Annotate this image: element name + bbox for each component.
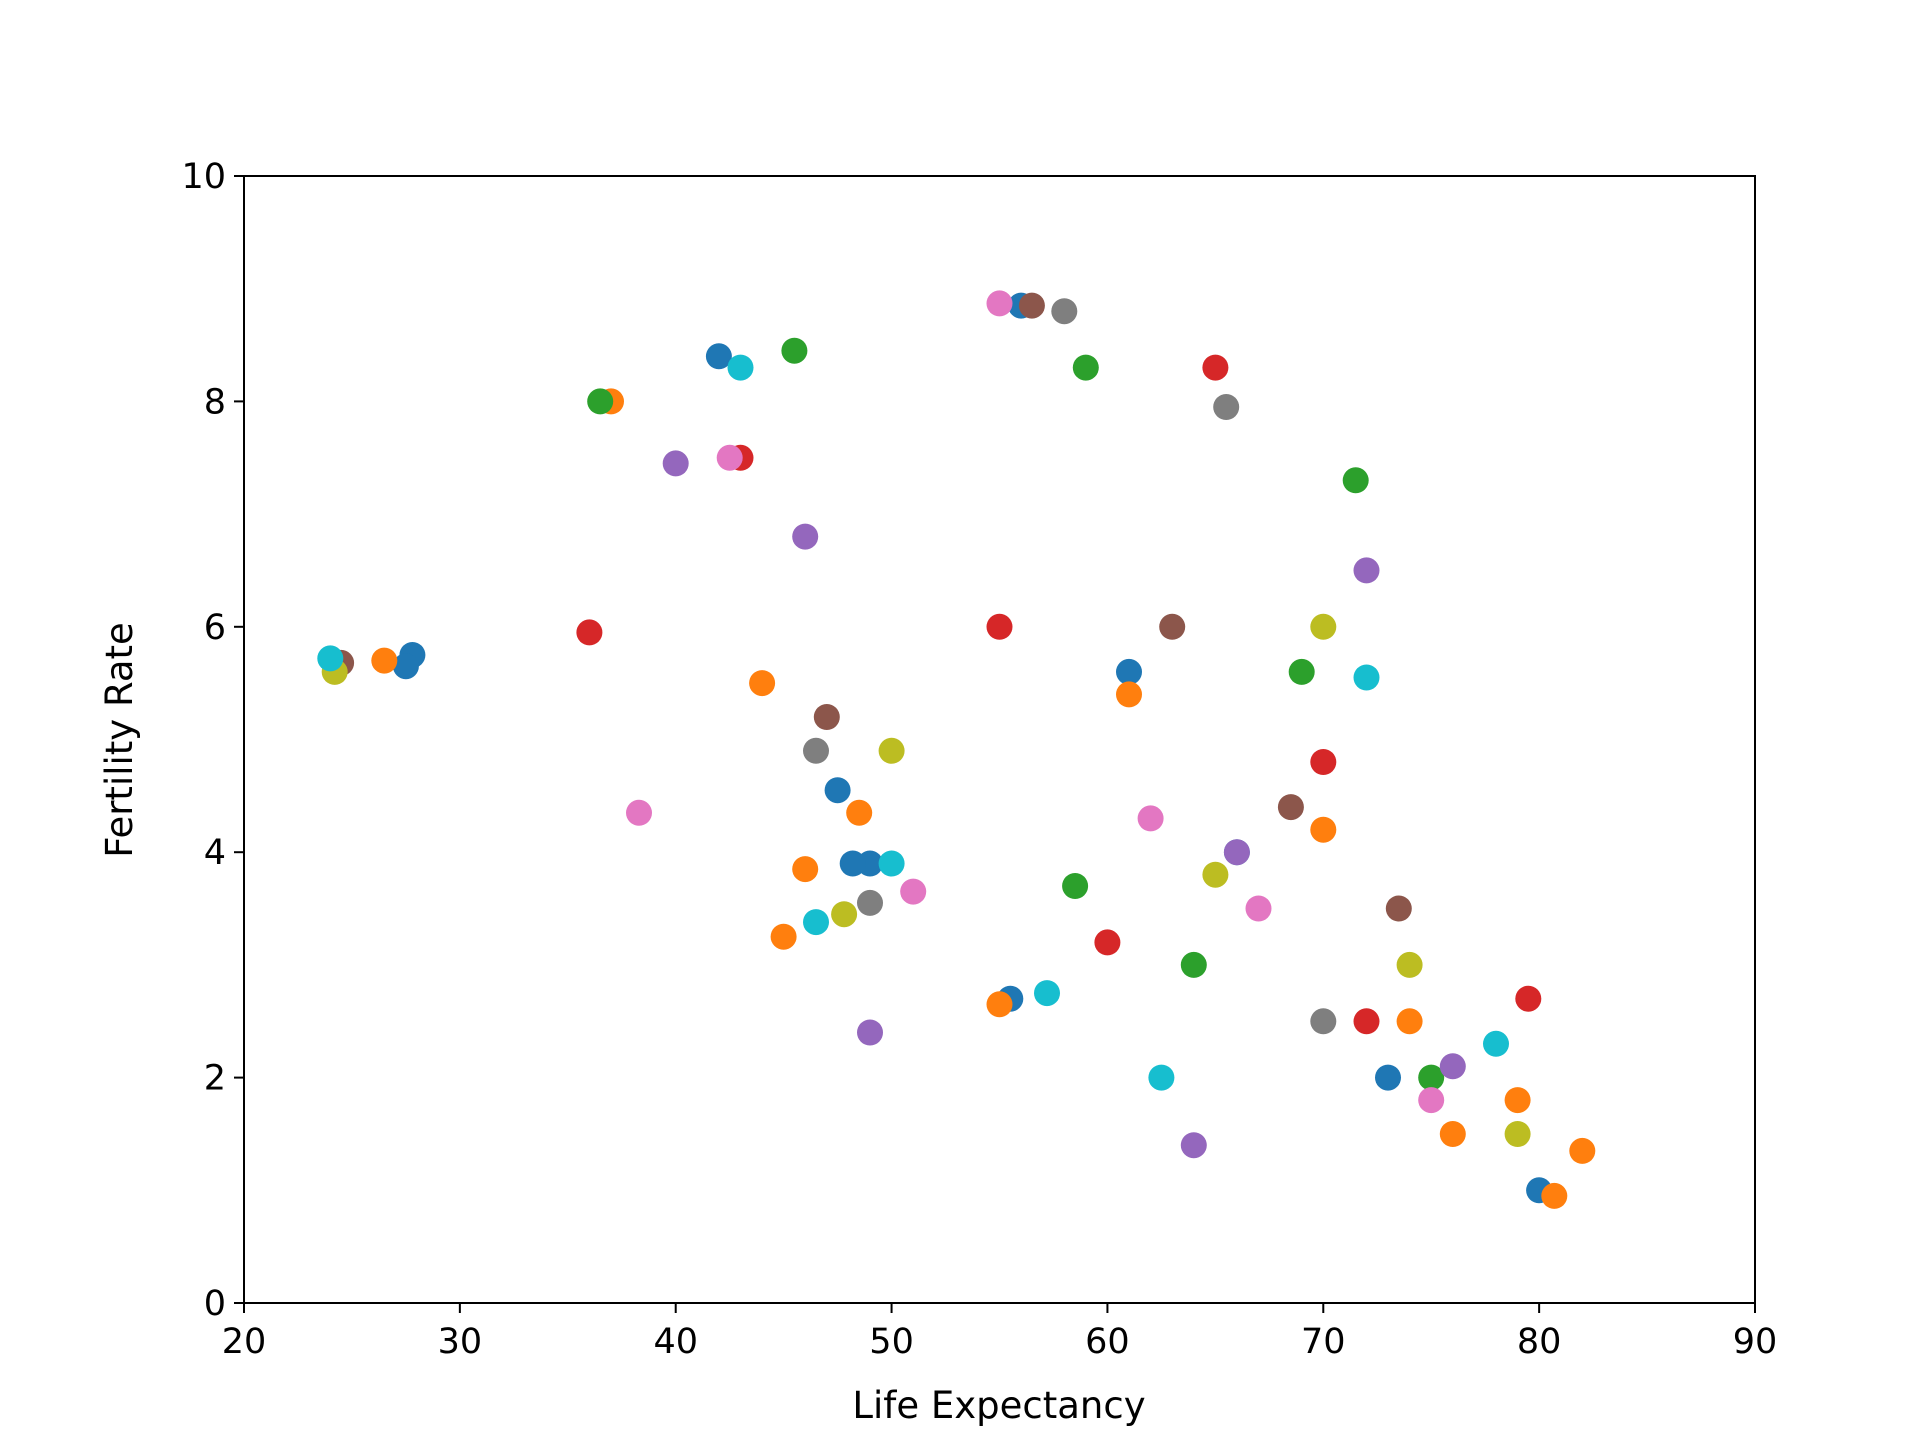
scatter-point [1288, 658, 1315, 685]
y-tick-label: 6 [204, 608, 226, 648]
y-tick-label: 10 [181, 157, 226, 197]
scatter-point [813, 704, 840, 730]
scatter-point [803, 737, 829, 764]
scatter-point [1353, 1008, 1380, 1035]
scatter-point [392, 653, 419, 680]
scatter-point [1310, 1008, 1337, 1035]
scatter-point [749, 670, 776, 697]
scatter-point [1385, 895, 1412, 922]
scatter-point [1018, 292, 1045, 319]
scatter-point [1148, 1064, 1175, 1091]
points-layer [317, 290, 1596, 1209]
x-tick-label: 20 [222, 1322, 267, 1362]
plot-frame [243, 175, 1756, 1304]
scatter-point [727, 354, 754, 381]
scatter-point [1137, 805, 1164, 832]
scatter-point [1439, 1121, 1466, 1147]
scatter-point [1245, 895, 1272, 922]
scatter-point [846, 799, 873, 826]
y-tick-label: 2 [204, 1059, 226, 1099]
scatter-point [1418, 1064, 1445, 1091]
scatter-point [803, 909, 829, 936]
scatter-point [1375, 1064, 1401, 1091]
x-axis-title: Life Expectancy [852, 1384, 1145, 1427]
y-axis-title: Fertility Rate [98, 622, 141, 858]
y-tick-label: 0 [204, 1284, 226, 1324]
scatter-point [1072, 354, 1099, 381]
x-tick-label: 50 [869, 1322, 914, 1362]
scatter-point [1202, 861, 1229, 888]
scatter-point [831, 901, 858, 928]
scatter-point [1116, 681, 1142, 708]
scatter-point [1310, 749, 1337, 775]
ticks-layer: 20 30 40 50 60 70 80 90 0 2 4 6 8 10 [181, 157, 1777, 1362]
scatter-point [576, 619, 603, 646]
x-tick-label: 30 [438, 1322, 483, 1362]
scatter-point [1202, 354, 1229, 381]
scatter-point [1180, 951, 1207, 978]
scatter-point [1213, 394, 1240, 420]
scatter-point [371, 647, 398, 674]
scatter-point [1396, 1008, 1423, 1035]
scatter-point [1310, 613, 1337, 640]
scatter-point [781, 337, 808, 364]
scatter-point [857, 889, 883, 916]
scatter-point [824, 777, 851, 804]
x-tick-label: 60 [1085, 1322, 1130, 1362]
scatter-point [770, 923, 797, 950]
scatter-point [878, 850, 905, 877]
scatter-point [1396, 951, 1423, 978]
x-tick-label: 40 [653, 1322, 698, 1362]
scatter-point [1515, 985, 1542, 1012]
scatter-point [1504, 1087, 1531, 1114]
scatter-point [1418, 1087, 1445, 1114]
scatter-point [1034, 980, 1060, 1007]
scatter-point [792, 856, 819, 883]
scatter-point [587, 388, 614, 415]
scatter-point [317, 645, 344, 672]
scatter-point [878, 737, 905, 764]
scatter-point [857, 1019, 883, 1046]
scatter-point [986, 991, 1013, 1018]
scatter-point [1310, 816, 1337, 843]
scatter-point [1116, 658, 1142, 685]
scatter-point [1353, 664, 1380, 691]
scatter-point [626, 799, 652, 826]
x-tick-label: 70 [1301, 1322, 1346, 1362]
x-tick-label: 80 [1517, 1322, 1562, 1362]
scatter-point [705, 343, 732, 370]
scatter-point [792, 523, 819, 550]
scatter-point [1051, 298, 1078, 325]
scatter-point [1353, 557, 1380, 584]
scatter-point [1180, 1132, 1207, 1159]
scatter-point [986, 290, 1013, 317]
scatter-point [900, 878, 927, 905]
scatter-point [1342, 467, 1369, 494]
scatter-point [986, 613, 1013, 640]
scatter-point [1541, 1182, 1568, 1209]
y-tick-label: 8 [204, 382, 226, 422]
scatter-point [716, 444, 743, 471]
scatter-point [662, 450, 689, 477]
scatter-point [1277, 794, 1304, 821]
scatter-point [1094, 929, 1121, 956]
scatter-point [1159, 613, 1186, 640]
scatter-point [1062, 873, 1089, 899]
scatter-point [839, 850, 866, 877]
scatter-point [1569, 1137, 1596, 1164]
scatter-point [1439, 1053, 1466, 1080]
scatter-point [1483, 1030, 1509, 1057]
scatter-point [1504, 1121, 1531, 1147]
scatter-point [1223, 839, 1250, 866]
x-tick-label: 90 [1733, 1322, 1778, 1362]
y-tick-label: 4 [204, 833, 226, 873]
